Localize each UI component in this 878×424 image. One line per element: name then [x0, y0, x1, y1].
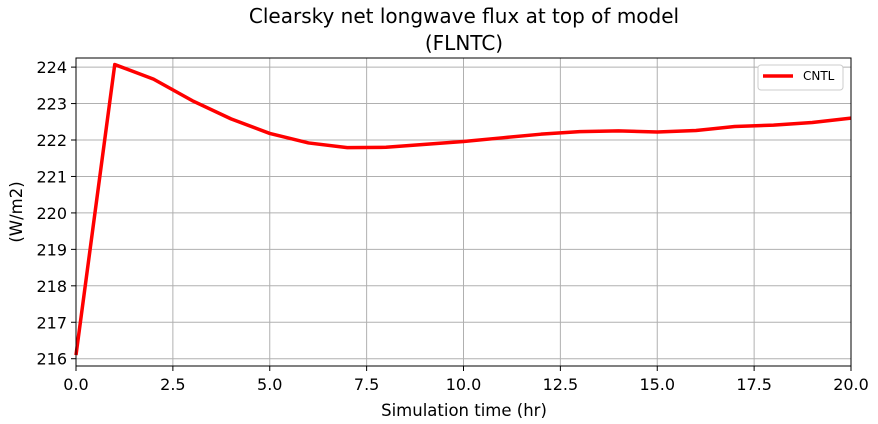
ticks: 0.0 2.5 5.0 7.5 10.0 12.5 15.0 17.5 20.0 216 217 21…: [36, 58, 868, 394]
y-tick-label: 223: [36, 95, 67, 114]
x-tick-label: 10.0: [446, 375, 482, 394]
y-tick-label: 224: [36, 58, 67, 77]
y-tick-label: 220: [36, 204, 67, 223]
y-tick-label: 216: [36, 350, 67, 369]
series-line-cntl: [74, 62, 852, 356]
y-tick-label: 219: [36, 240, 67, 259]
legend-box: [757, 64, 844, 91]
y-tick-label: 222: [36, 131, 67, 150]
x-tick-label: 7.5: [354, 375, 379, 394]
chart-title-line2: (FLNTC): [425, 31, 503, 55]
y-tick-label: 218: [36, 277, 67, 296]
y-tick-label: 221: [36, 167, 67, 186]
series-layer: [74, 62, 852, 356]
legend-label-cntl: CNTL: [803, 69, 835, 83]
grid: [75, 58, 852, 366]
x-tick-label: 0.0: [63, 375, 88, 394]
chart-title-line1: Clearsky net longwave flux at top of mod…: [249, 4, 679, 28]
x-tick-label: 17.5: [736, 375, 772, 394]
x-tick-label: 20.0: [833, 375, 869, 394]
x-tick-label: 12.5: [543, 375, 579, 394]
y-axis-label: (W/m2): [7, 181, 26, 242]
x-axis-label: Simulation time (hr): [381, 401, 547, 420]
x-tick-label: 2.5: [160, 375, 185, 394]
legend: CNTL: [757, 64, 844, 91]
x-tick-label: 15.0: [639, 375, 675, 394]
y-tick-label: 217: [36, 313, 67, 332]
x-tick-label: 5.0: [257, 375, 282, 394]
